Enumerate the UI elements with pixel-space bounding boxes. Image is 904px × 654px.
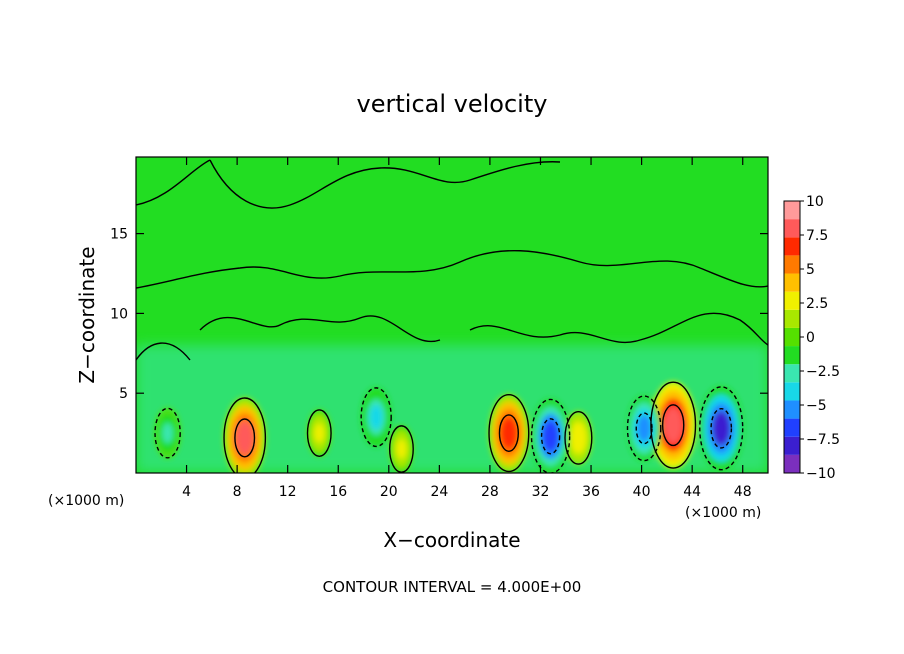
updraft-inner-contour-2 bbox=[661, 404, 685, 447]
x-tick-label-6: 28 bbox=[481, 484, 499, 500]
updraft-cell-3-layer-3 bbox=[572, 426, 585, 449]
x-tick-label-3: 16 bbox=[329, 484, 347, 500]
updraft-contour-1 bbox=[488, 394, 530, 473]
downdraft-cell-2-layer-3 bbox=[637, 414, 652, 442]
y-tick-label-1: 10 bbox=[110, 306, 128, 322]
zero-contour-2 bbox=[136, 312, 768, 361]
x-tick-label-0: 4 bbox=[182, 484, 191, 500]
x-tick-label-2: 12 bbox=[279, 484, 297, 500]
updraft-inner-contour-0 bbox=[234, 418, 256, 458]
colorbar-tick-label-6: −5 bbox=[806, 398, 827, 414]
colorbar-segment-10 bbox=[784, 273, 800, 292]
colorbar-segment-13 bbox=[784, 219, 800, 238]
y-axis-title: Z−coordinate bbox=[75, 246, 99, 383]
downdraft-inner-contour-2 bbox=[635, 412, 653, 445]
downdraft-inner-contour-1 bbox=[710, 407, 733, 449]
updraft-inner-contour-1 bbox=[498, 414, 519, 452]
x-unit-label: (×1000 m) bbox=[685, 505, 761, 521]
updraft-contour-4 bbox=[306, 409, 332, 457]
y-unit-label: (×1000 m) bbox=[48, 493, 124, 509]
downdraft-contour-1 bbox=[699, 386, 744, 471]
downdraft-cell-1-layer-3 bbox=[712, 410, 731, 446]
plot-frame bbox=[135, 156, 769, 474]
updraft-contour-3 bbox=[564, 410, 593, 465]
updraft-contour-5 bbox=[388, 425, 414, 473]
colorbar-segment-14 bbox=[784, 201, 800, 220]
downdraft-cell-0-layer-3 bbox=[542, 420, 559, 452]
downdraft-contour-3 bbox=[360, 387, 392, 448]
updraft-cell-1-layer-3 bbox=[500, 416, 518, 450]
plot-area bbox=[136, 157, 768, 473]
zero-contour-0 bbox=[136, 159, 561, 209]
y-axis: 5 10 15 bbox=[110, 227, 768, 402]
x-tick-label-10: 44 bbox=[683, 484, 701, 500]
colorbar-tick-label-3: 2.5 bbox=[806, 296, 828, 312]
x-tick-label-4: 20 bbox=[380, 484, 398, 500]
downdraft-cell-4-layer-3 bbox=[162, 422, 173, 444]
zero-contour-1 bbox=[136, 249, 768, 289]
colorbar-segment-1 bbox=[784, 436, 800, 455]
x-tick-label-1: 8 bbox=[233, 484, 242, 500]
x-tick-label-7: 32 bbox=[532, 484, 550, 500]
x-tick-label-5: 24 bbox=[430, 484, 448, 500]
colorbar-tick-label-1: 7.5 bbox=[806, 228, 828, 244]
colorbar-tick-label-4: 0 bbox=[806, 330, 815, 346]
updraft-cell-5-layer-3 bbox=[396, 439, 407, 459]
updraft-cell-4-layer-3 bbox=[314, 423, 325, 443]
x-axis-title: X−coordinate bbox=[383, 528, 520, 552]
downdraft-cell-3-layer-3 bbox=[369, 404, 383, 430]
colorbar-segment-12 bbox=[784, 237, 800, 256]
colorbar-segment-4 bbox=[784, 382, 800, 401]
updraft-contour-0 bbox=[223, 397, 267, 473]
y-tick-label-0: 5 bbox=[119, 386, 128, 402]
colorbar-tick-label-0: 10 bbox=[806, 194, 824, 210]
downdraft-contour-4 bbox=[154, 407, 181, 459]
colorbar-tick-label-2: 5 bbox=[806, 262, 815, 278]
updraft-cell-0-layer-3 bbox=[236, 421, 254, 455]
colorbar-segment-11 bbox=[784, 255, 800, 274]
downdraft-contour-2 bbox=[626, 395, 662, 462]
x-tick-label-8: 36 bbox=[582, 484, 600, 500]
colorbar-segment-7 bbox=[784, 327, 800, 347]
colorbar-segment-0 bbox=[784, 454, 800, 473]
colorbar-segment-9 bbox=[784, 291, 800, 310]
colorbar-segment-2 bbox=[784, 418, 800, 437]
colorbar-tick-label-8: −10 bbox=[806, 466, 836, 482]
colorbar: 10 7.5 5 2.5 0 −2.5 −5 −7.5 −10 bbox=[783, 194, 840, 482]
updraft-contour-2 bbox=[650, 381, 697, 469]
contour-interval-note: CONTOUR INTERVAL = 4.000E+00 bbox=[323, 578, 582, 596]
x-axis: 4 8 12 16 20 24 28 32 36 40 44 48 bbox=[182, 157, 752, 500]
colorbar-segment-6 bbox=[784, 346, 800, 365]
colorbar-segment-8 bbox=[784, 309, 800, 328]
x-tick-label-9: 40 bbox=[633, 484, 651, 500]
colorbar-tick-label-5: −2.5 bbox=[806, 364, 840, 380]
chart-title: vertical velocity bbox=[357, 90, 548, 118]
downdraft-inner-contour-0 bbox=[540, 418, 561, 455]
y-tick-label-2: 15 bbox=[110, 227, 128, 243]
colorbar-segment-5 bbox=[784, 364, 800, 383]
x-tick-label-11: 48 bbox=[734, 484, 752, 500]
downdraft-contour-0 bbox=[530, 398, 571, 473]
colorbar-tick-label-7: −7.5 bbox=[806, 432, 840, 448]
colorbar-segment-3 bbox=[784, 400, 800, 419]
updraft-cell-2-layer-3 bbox=[663, 407, 683, 444]
